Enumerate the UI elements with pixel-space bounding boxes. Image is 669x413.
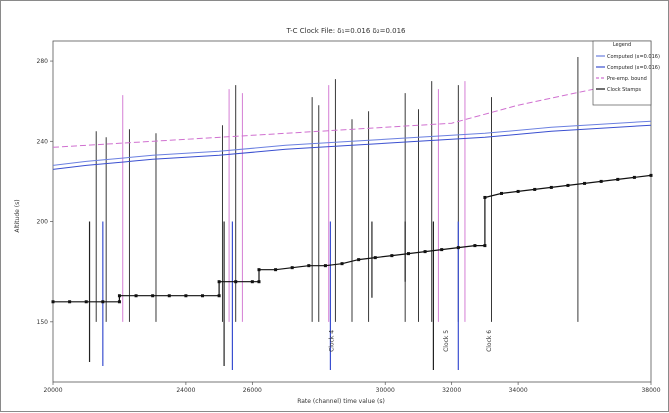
legend-label-1: Computed (x=0.016) [607, 65, 660, 71]
clock-stamp-marker-10 [201, 294, 204, 298]
clock-stamp-marker-9 [184, 294, 188, 298]
y-tick-label-0: 150 [37, 319, 49, 326]
chart-title: T-C Clock File: δ₁=0.016 δ₂=0.016 [285, 27, 406, 35]
clock-stamp-marker-33 [516, 189, 520, 193]
clock-stamp-marker-26 [423, 250, 427, 254]
annotation-label-0: Clock 4 [328, 330, 335, 352]
clock-stamp-marker-37 [583, 181, 587, 185]
clock-stamp-marker-20 [323, 264, 327, 268]
series-line-2 [52, 76, 652, 148]
y-tick-label-3: 280 [37, 58, 49, 65]
clock-stamp-marker-11 [217, 294, 221, 298]
x-tick-label-5: 34000 [509, 387, 528, 394]
legend: Legend Computed (x=0.016)Computed (x=0.0… [592, 40, 660, 106]
clock-stamp-marker-41 [649, 173, 653, 177]
legend-title: Legend [613, 42, 631, 48]
legend-label-0: Computed (x=0.016) [607, 54, 660, 60]
x-tick-label-3: 30000 [376, 387, 395, 394]
legend-items: Computed (x=0.016) Computed (x=0.016) Pre-… [596, 54, 660, 93]
clock-stamp-marker-36 [566, 183, 570, 187]
clock-stamp-marker-28 [456, 246, 460, 250]
x-tick-label-1: 24000 [176, 387, 195, 394]
clock-stamp-marker-5 [117, 294, 121, 298]
clock-stamp-marker-13 [234, 280, 238, 284]
y-tick-label-1: 200 [37, 219, 49, 226]
x-tick-label-2: 26000 [243, 387, 262, 394]
x-tick-label-4: 32000 [442, 387, 461, 394]
axes-layer: 20000 24000 26000 30000 32000 34000 38000 150 20… [37, 58, 661, 394]
clock-stamp-marker-29 [473, 244, 477, 248]
x-axis-label: Rate (channel) time value (s) [297, 398, 385, 405]
clock-stamp-marker-30 [483, 244, 487, 248]
clock-stamp-marker-15 [257, 280, 261, 284]
clock-stamp-marker-23 [373, 256, 377, 260]
clock-stamp-marker-16 [257, 268, 261, 272]
clock-stamp-marker-39 [616, 177, 620, 181]
legend-label-3: Clock Stamps [607, 87, 641, 93]
x-tick-label-0: 20000 [43, 387, 62, 394]
clock-stamp-marker-0 [51, 300, 55, 304]
clock-stamp-marker-1 [68, 300, 72, 304]
clock-stamp-marker-21 [340, 262, 344, 266]
clock-stamp-marker-24 [390, 254, 394, 258]
clock-stamp-marker-7 [151, 294, 155, 298]
y-axis-label: Altitude (s) [14, 199, 21, 232]
clock-stamp-marker-8 [167, 294, 171, 298]
clock-stamp-marker-38 [599, 179, 603, 183]
annotation-label-1: Clock 5 [443, 330, 450, 352]
clock-stamp-marker-2 [84, 300, 88, 304]
series-line-0 [52, 120, 652, 166]
series-layer: Clock 4 Clock 5 Clock 6 [51, 57, 653, 370]
clock-stamp-marker-17 [274, 268, 278, 272]
clock-stamp-marker-25 [406, 252, 410, 256]
clock-stamp-marker-22 [357, 258, 361, 262]
series-line-3 [53, 174, 652, 303]
x-tick-label-6: 38000 [641, 387, 660, 394]
y-tick-label-2: 240 [37, 138, 49, 145]
clock-stamp-marker-27 [440, 248, 444, 252]
clock-stamp-marker-32 [500, 191, 503, 195]
clock-stamp-marker-35 [549, 185, 553, 189]
clock-stamp-marker-19 [307, 264, 311, 268]
legend-label-2: Pre-emp. bound [607, 76, 647, 82]
clock-stamp-marker-18 [290, 266, 294, 270]
clock-stamp-marker-34 [533, 187, 537, 191]
clock-stamp-marker-12 [217, 280, 221, 284]
legend-box [592, 40, 652, 106]
annotation-label-2: Clock 6 [486, 330, 493, 352]
clock-stamp-marker-6 [134, 294, 138, 298]
series-line-1 [52, 124, 652, 170]
clock-stamp-marker-40 [632, 175, 636, 179]
clock-stamp-marker-14 [250, 280, 254, 284]
clock-stamp-marker-3 [101, 300, 105, 304]
clock-stamp-marker-31 [483, 195, 487, 199]
clock-stamp-marker-4 [117, 300, 121, 304]
